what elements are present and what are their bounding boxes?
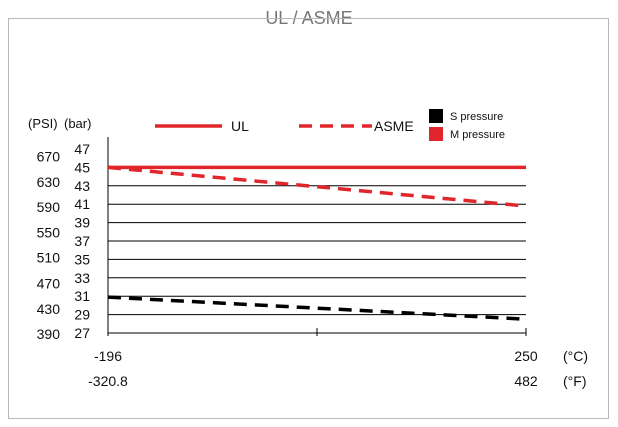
chart-frame [8, 18, 609, 419]
y-unit-right: (bar) [64, 116, 91, 131]
y-tick-bar: 35 [74, 251, 90, 267]
y-tick-bar: 29 [74, 307, 90, 323]
series-line-asme-s-pressure [107, 295, 527, 321]
y-tick-bar: 31 [74, 288, 90, 304]
y-tick-psi: 390 [37, 326, 61, 342]
y-tick-bar: 43 [74, 178, 90, 194]
legend-ul-label: UL [231, 118, 249, 134]
x-unit-fahrenheit: (°F) [563, 373, 586, 389]
y-tick-bar: 33 [74, 270, 90, 286]
legend-m-pressure-label: M pressure [450, 129, 505, 141]
y-tick-psi: 430 [37, 301, 61, 317]
y-tick-bar: 45 [74, 159, 90, 175]
x-tick-fahrenheit: 482 [514, 373, 538, 389]
y-tick-psi: 470 [37, 275, 61, 291]
y-tick-psi: 670 [37, 148, 61, 164]
y-tick-psi: 590 [37, 199, 61, 215]
y-tick-bar: 27 [74, 325, 90, 341]
y-tick-psi: 630 [37, 174, 61, 190]
x-tick-celsius: 250 [514, 348, 538, 364]
x-tick-celsius: -196 [94, 348, 122, 364]
legend-asme-label: ASME [374, 118, 414, 134]
y-tick-bar: 39 [74, 215, 90, 231]
y-tick-psi: 510 [37, 250, 61, 266]
y-unit-left: (PSI) [28, 116, 58, 131]
x-tick-fahrenheit: -320.8 [88, 373, 128, 389]
y-tick-bar: 37 [74, 233, 90, 249]
series-line-asme-m-pressure [107, 165, 527, 208]
x-unit-celsius: (°C) [563, 348, 588, 364]
legend-s-pressure-label: S pressure [450, 111, 503, 123]
legend-m-pressure-swatch [429, 127, 443, 141]
y-tick-psi: 550 [37, 225, 61, 241]
y-tick-bar: 47 [74, 141, 90, 157]
y-tick-bar: 41 [74, 196, 90, 212]
legend-s-pressure-swatch [429, 109, 443, 123]
